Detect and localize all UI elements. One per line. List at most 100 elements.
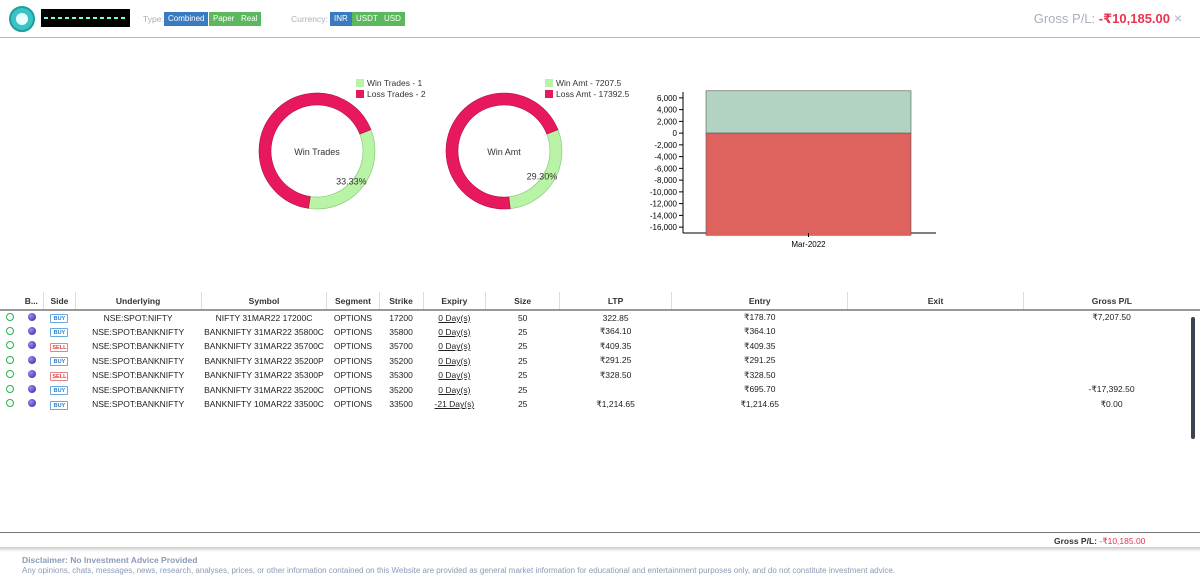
table-scrollbar[interactable] [1191, 317, 1195, 439]
table-row[interactable]: BUY NSE:SPOT:BANKNIFTY BANKNIFTY 31MAR22 3… [0, 383, 1200, 398]
y-tick-label: 2,000 [657, 117, 678, 126]
y-tick-label: -2,000 [654, 141, 677, 150]
cell-underlying: NSE:SPOT:BANKNIFTY [92, 341, 185, 352]
cell-segment: OPTIONS [333, 341, 373, 352]
row-status-icon[interactable] [0, 325, 19, 340]
col-entry[interactable]: Entry [671, 292, 849, 311]
cell-gross [1023, 325, 1200, 340]
col-ltp[interactable]: LTP [559, 292, 673, 311]
row-status-icon[interactable] [0, 368, 19, 383]
cell-segment: OPTIONS [333, 355, 373, 366]
amount-donut-center-label: Win Amt [487, 147, 521, 157]
type-paper-button[interactable]: Paper [209, 12, 239, 26]
cell-entry: ₹291.25 [744, 355, 776, 366]
cell-segment: OPTIONS [333, 399, 373, 410]
trades-donut-win-slice[interactable] [308, 129, 376, 210]
side-badge[interactable]: BUY [50, 400, 69, 410]
cell-underlying: NSE:SPOT:NIFTY [103, 312, 173, 323]
col-segment[interactable]: Segment [326, 292, 380, 311]
bar-win[interactable] [705, 90, 912, 134]
positions-table: B... Side Underlying Symbol Segment Stri… [0, 292, 1200, 412]
type-real-button[interactable]: Real [237, 12, 262, 26]
col-b[interactable]: B... [19, 292, 45, 311]
app-logo-icon[interactable] [9, 6, 35, 32]
y-tick-label: 0 [673, 129, 678, 138]
cell-expiry[interactable]: 0 Day(s) [438, 312, 471, 323]
side-badge[interactable]: BUY [50, 328, 69, 338]
legend-loss-amt[interactable]: Loss Amt - 17392.5 [545, 89, 629, 100]
cell-segment: OPTIONS [333, 312, 373, 323]
row-status-icon[interactable] [0, 354, 19, 369]
cell-exit [848, 368, 1023, 383]
col-exit[interactable]: Exit [847, 292, 1024, 311]
cell-underlying: NSE:SPOT:BANKNIFTY [92, 384, 185, 395]
col-size[interactable]: Size [485, 292, 561, 311]
cell-entry: ₹409.35 [744, 340, 776, 351]
cell-symbol: BANKNIFTY 31MAR22 35200P [204, 355, 324, 366]
cell-size: 50 [517, 312, 528, 323]
broker-icon [19, 339, 43, 354]
table-row[interactable]: BUY NSE:SPOT:BANKNIFTY BANKNIFTY 31MAR22 3… [0, 354, 1200, 369]
table-row[interactable]: BUY NSE:SPOT:NIFTY NIFTY 31MAR22 17200C OPT… [0, 310, 1200, 325]
broker-icon [19, 368, 43, 383]
cell-expiry[interactable]: 0 Day(s) [438, 384, 471, 395]
cell-expiry[interactable]: -21 Day(s) [434, 399, 475, 410]
cell-expiry[interactable]: 0 Day(s) [438, 341, 471, 352]
table-header-row: B... Side Underlying Symbol Segment Stri… [0, 292, 1200, 311]
cell-underlying: NSE:SPOT:BANKNIFTY [92, 355, 185, 366]
broker-icon [19, 397, 43, 412]
cell-segment: OPTIONS [333, 326, 373, 337]
cell-symbol: BANKNIFTY 31MAR22 35200C [204, 384, 324, 395]
row-status-icon[interactable] [0, 383, 19, 398]
bar-loss[interactable] [705, 132, 912, 236]
cell-underlying: NSE:SPOT:BANKNIFTY [92, 370, 185, 381]
currency-usdt-button[interactable]: USDT [352, 12, 382, 26]
brand-logo [41, 9, 130, 27]
side-badge[interactable]: SELL [50, 342, 69, 352]
col-gross-pl[interactable]: Gross P/L [1023, 292, 1200, 311]
table-row[interactable]: SELL NSE:SPOT:BANKNIFTY BANKNIFTY 31MAR22 … [0, 368, 1200, 383]
cell-size: 25 [517, 370, 528, 381]
side-badge[interactable]: SELL [50, 371, 69, 381]
col-symbol[interactable]: Symbol [201, 292, 328, 311]
side-badge[interactable]: BUY [50, 357, 69, 367]
currency-usd-button[interactable]: USD [380, 12, 405, 26]
type-combined-button[interactable]: Combined [164, 12, 209, 26]
amount-donut-loss-slice[interactable] [445, 92, 559, 210]
cell-ltp: ₹328.50 [599, 369, 632, 380]
row-status-icon[interactable] [0, 310, 19, 325]
cell-symbol: BANKNIFTY 10MAR22 33500C [204, 399, 324, 410]
side-badge[interactable]: BUY [50, 314, 69, 324]
close-icon[interactable]: × [1173, 10, 1182, 26]
cell-strike: 35300 [389, 370, 413, 381]
amount-donut-win-slice[interactable] [508, 129, 563, 209]
col-side[interactable]: Side [43, 292, 76, 311]
table-row[interactable]: SELL NSE:SPOT:BANKNIFTY BANKNIFTY 31MAR22 … [0, 339, 1200, 354]
col-expiry[interactable]: Expiry [423, 292, 487, 311]
col-underlying[interactable]: Underlying [75, 292, 202, 311]
trades-donut-center-label: Win Trades [294, 147, 340, 157]
cell-ltp: ₹364.10 [599, 326, 632, 337]
cell-expiry[interactable]: 0 Day(s) [438, 370, 471, 381]
legend-win-amt[interactable]: Win Amt - 7207.5 [545, 78, 629, 89]
cell-exit [848, 325, 1023, 340]
trades-donut-loss-slice[interactable] [258, 92, 372, 209]
legend-win-trades[interactable]: Win Trades - 1 [356, 78, 426, 89]
cell-expiry[interactable]: 0 Day(s) [438, 326, 471, 337]
legend-swatch-win [545, 79, 553, 87]
table-row[interactable]: BUY NSE:SPOT:BANKNIFTY BANKNIFTY 31MAR22 3… [0, 325, 1200, 340]
table-row[interactable]: BUY NSE:SPOT:BANKNIFTY BANKNIFTY 10MAR22 3… [0, 397, 1200, 412]
broker-icon [19, 354, 43, 369]
row-status-icon[interactable] [0, 397, 19, 412]
cell-expiry[interactable]: 0 Day(s) [438, 355, 471, 366]
legend-loss-trades[interactable]: Loss Trades - 2 [356, 89, 426, 100]
y-tick-label: 4,000 [657, 106, 678, 115]
cell-symbol: BANKNIFTY 31MAR22 35300P [204, 370, 324, 381]
currency-inr-button[interactable]: INR [330, 12, 352, 26]
row-status-icon[interactable] [0, 339, 19, 354]
col-strike[interactable]: Strike [379, 292, 424, 311]
cell-segment: OPTIONS [333, 370, 373, 381]
side-badge[interactable]: BUY [50, 386, 69, 396]
cell-ltp: ₹1,214.65 [596, 398, 635, 409]
y-tick-label: -12,000 [650, 200, 678, 209]
